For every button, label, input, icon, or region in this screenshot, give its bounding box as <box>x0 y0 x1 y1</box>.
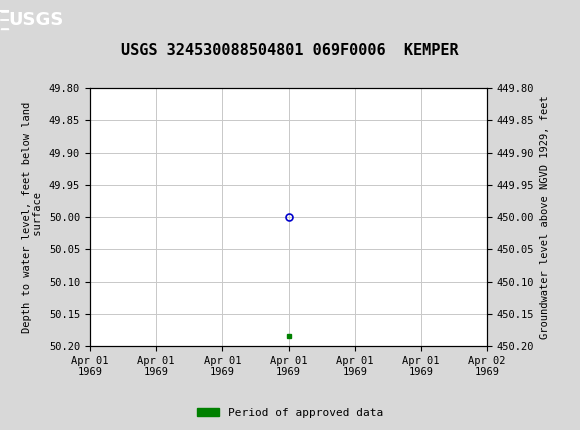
Text: USGS: USGS <box>9 12 64 29</box>
Y-axis label: Depth to water level, feet below land
 surface: Depth to water level, feet below land su… <box>22 101 44 333</box>
Y-axis label: Groundwater level above NGVD 1929, feet: Groundwater level above NGVD 1929, feet <box>540 95 550 339</box>
Legend: Period of approved data: Period of approved data <box>193 403 387 422</box>
Text: USGS 324530088504801 069F0006  KEMPER: USGS 324530088504801 069F0006 KEMPER <box>121 43 459 58</box>
